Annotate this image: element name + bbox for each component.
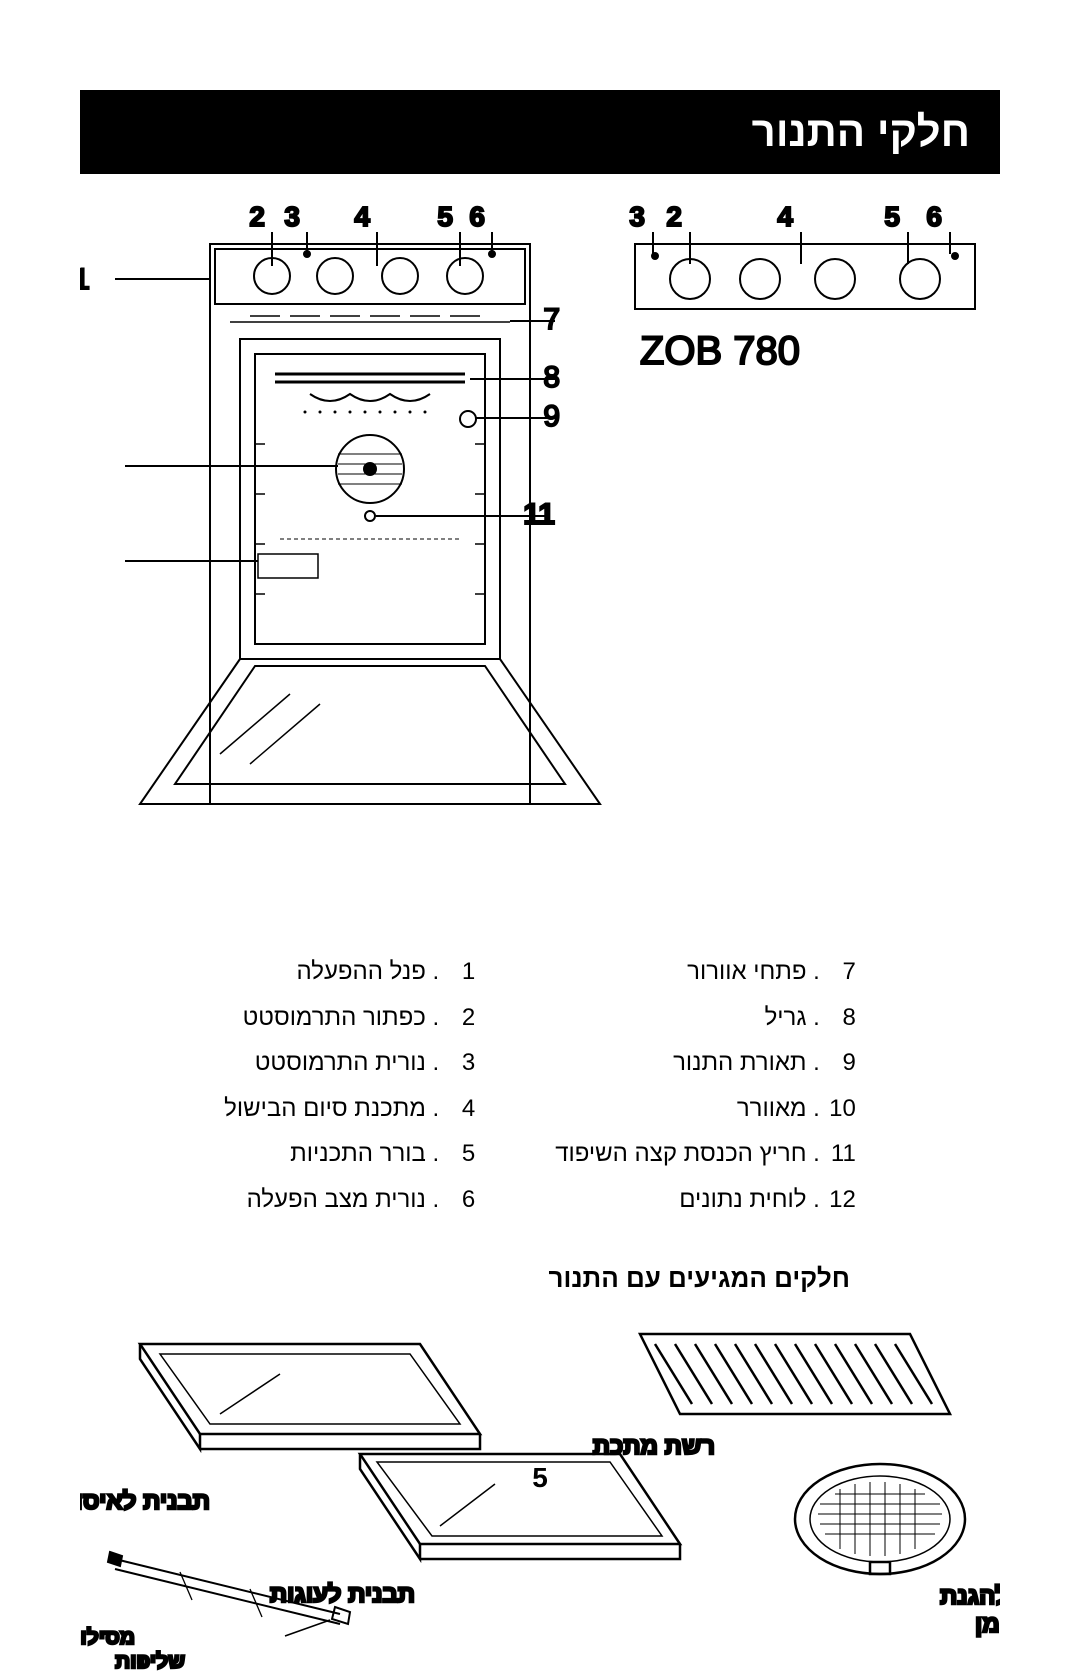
- legend-col-1: 1. פנל ההפעלה 2. כפתור התרמוסטט 3. נורית…: [224, 949, 475, 1223]
- drip-pan-icon: [140, 1344, 480, 1449]
- legend-item: 1. פנל ההפעלה: [224, 949, 475, 995]
- legend-item: 10. מאוורר: [555, 1086, 856, 1132]
- legend-item: 6. נורית מצב הפעלה: [224, 1177, 475, 1223]
- rails-label-1: מסילות טלדקופיות: [80, 1626, 135, 1649]
- section-title: חלקי התנור: [80, 90, 1000, 174]
- callout-11: 11: [523, 498, 555, 531]
- panel-left-n-4: 6: [469, 201, 485, 232]
- cake-pan-label: תבנית לעוגות: [270, 1581, 415, 1608]
- panel-right-n-4: 6: [926, 201, 942, 232]
- legend-item: 5. בורר התכניות: [224, 1131, 475, 1177]
- rack-icon: [640, 1334, 950, 1414]
- rails-label-2: שליפות: [115, 1650, 185, 1673]
- model-right-label: ZOB 780: [640, 329, 800, 373]
- callout-8: 8: [543, 361, 560, 394]
- legend-item: 8. גריל: [555, 995, 856, 1041]
- legend-item: 9. תאורת התנור: [555, 1040, 856, 1086]
- legend-item: 11. חריץ הכנסת קצה השיפוד: [555, 1131, 856, 1177]
- accessories-title: חלקים המגיעים עם התנור: [80, 1263, 1000, 1294]
- legend-item: 4. מתכנת סיום הבישול: [224, 1086, 475, 1132]
- panel-left-n-0: 2: [249, 201, 265, 232]
- panel-right-n-0: 3: [629, 201, 645, 232]
- legend: 1. פנל ההפעלה 2. כפתור התרמוסטט 3. נורית…: [80, 949, 1000, 1223]
- callout-7: 7: [543, 303, 560, 336]
- panel-right-n-2: 4: [777, 201, 793, 232]
- legend-col-2: 7. פתחי אוורור 8. גריל 9. תאורת התנור 10…: [555, 949, 856, 1223]
- callout-9: 9: [543, 400, 560, 433]
- fan-guard-label-2: המאוורר מפני שומן: [975, 1611, 1000, 1638]
- panel-left-n-3: 5: [437, 201, 453, 232]
- page-number: 5: [0, 1462, 1080, 1494]
- legend-item: 12. לוחית נתונים: [555, 1177, 856, 1223]
- callout-1: 1: [80, 263, 90, 296]
- oven-diagram: ZOB 680 2 3 4 5 6: [80, 194, 1000, 914]
- panel-right-n-1: 2: [666, 201, 682, 232]
- rack-label: רשת מתכת: [593, 1433, 715, 1460]
- fan-guard-label-1: מסנן להגנת: [940, 1583, 1000, 1610]
- legend-item: 2. כפתור התרמוסטט: [224, 995, 475, 1041]
- panel-left-n-2: 4: [354, 201, 370, 232]
- panel-left-n-1: 3: [284, 201, 300, 232]
- panel-right-n-3: 5: [884, 201, 900, 232]
- legend-item: 7. פתחי אוורור: [555, 949, 856, 995]
- legend-item: 3. נורית התרמוסטט: [224, 1040, 475, 1086]
